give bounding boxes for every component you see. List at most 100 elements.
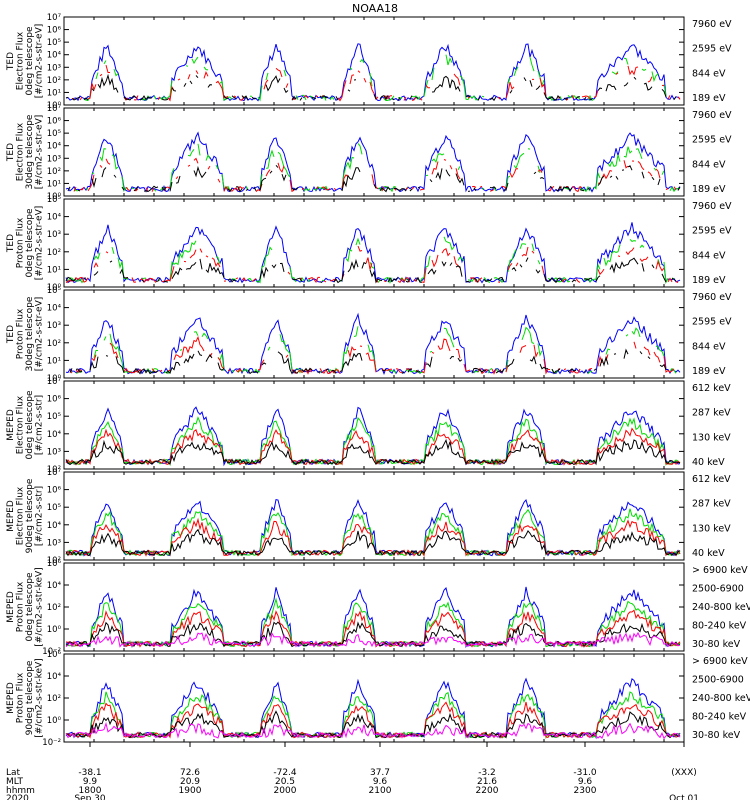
panel-frame bbox=[63, 107, 685, 197]
y-tick-label: 10⁶ bbox=[47, 26, 62, 36]
y-axis-label-line: MEPED bbox=[6, 591, 16, 623]
y-axis-label-line: Electron Flux bbox=[15, 31, 25, 90]
y-tick-label: 10⁵ bbox=[47, 503, 61, 513]
y-tick-label: 10⁰ bbox=[47, 283, 62, 293]
y-tick-label: 10⁰ bbox=[47, 374, 62, 384]
y-tick-label: 10⁻² bbox=[42, 647, 61, 657]
footer-row-label: MLT bbox=[6, 777, 24, 787]
y-tick-label: 10³ bbox=[47, 447, 61, 457]
y-tick-label: 10¹ bbox=[47, 356, 61, 366]
y-axis-label-line: Electron Flux bbox=[15, 486, 25, 545]
footer-mlt: 20.9 bbox=[180, 777, 200, 787]
legend-entry: 2500-6900 bbox=[692, 584, 744, 595]
legend-entry: 7960 eV bbox=[692, 201, 732, 212]
panel-frame bbox=[63, 198, 685, 288]
y-axis-label-line: [#/cm2-s-str-eV] bbox=[34, 115, 44, 190]
legend-entry: 287 keV bbox=[692, 408, 731, 419]
y-tick-label: 10⁷ bbox=[47, 468, 62, 478]
y-tick-label: 10⁵ bbox=[47, 286, 61, 296]
legend-entry: 844 eV bbox=[692, 68, 726, 79]
panel-frame bbox=[63, 471, 685, 561]
panel-frame bbox=[63, 16, 685, 106]
y-axis-label-line: 0deg telescope bbox=[25, 208, 35, 278]
y-tick-label: 10⁰ bbox=[47, 192, 62, 202]
legend-entry: 2500-6900 bbox=[692, 675, 744, 686]
y-tick-label: 10² bbox=[47, 603, 61, 613]
footer-date: Sep 30 bbox=[74, 794, 106, 800]
panel-frame bbox=[63, 289, 685, 379]
y-axis-label: MEPED Proton Flux 0deg telescope [#/cm2-s-s… bbox=[6, 567, 45, 646]
y-tick-label: 10⁴ bbox=[47, 581, 62, 591]
y-tick-label: 10³ bbox=[47, 230, 61, 240]
legend-entry: 7960 eV bbox=[692, 292, 732, 303]
series-trace bbox=[65, 245, 679, 284]
legend-entry: 80-240 keV bbox=[692, 621, 747, 632]
y-tick-label: 10⁰ bbox=[47, 625, 62, 635]
series-trace bbox=[84, 55, 678, 101]
series-trace bbox=[65, 597, 681, 648]
y-tick-label: 10² bbox=[47, 167, 61, 177]
y-tick-label: 10¹ bbox=[47, 88, 61, 98]
y-axis-label: TED Proton Flux 30deg telescope [#/cm2-s-st… bbox=[6, 296, 45, 371]
y-tick-label: 10⁶ bbox=[47, 117, 62, 127]
series-trace bbox=[70, 337, 680, 373]
legend-entry: 189 eV bbox=[692, 275, 726, 286]
y-tick-label: 10⁰ bbox=[47, 716, 62, 726]
series-trace bbox=[73, 143, 681, 193]
footer-row-label: Lat bbox=[6, 768, 21, 778]
series-trace bbox=[65, 528, 681, 557]
y-axis-label-line: 30deg telescope bbox=[25, 114, 35, 189]
series-trace bbox=[65, 312, 681, 375]
legend-entry: 240-800 keV bbox=[692, 602, 750, 613]
y-axis-label-line: [#/cm2-s-str-eV] bbox=[34, 297, 44, 372]
y-tick-label: 10³ bbox=[47, 63, 61, 73]
legend-entry: 130 keV bbox=[692, 523, 731, 534]
legend-entry: 2595 eV bbox=[692, 44, 732, 55]
legend-entry: 40 keV bbox=[692, 457, 725, 468]
legend-entry: 80-240 keV bbox=[692, 712, 747, 723]
series-trace bbox=[65, 131, 681, 193]
legend-entry: > 6900 keV bbox=[692, 565, 748, 576]
y-axis-label-line: [#/cm2-s-str-eV] bbox=[34, 206, 44, 281]
y-tick-label: 10⁵ bbox=[47, 195, 61, 205]
footer-hhmm: 2100 bbox=[369, 786, 392, 796]
footer-mlt: 9.6 bbox=[373, 777, 388, 787]
legend-entry: 2595 eV bbox=[692, 226, 732, 237]
series-trace bbox=[65, 498, 681, 557]
y-axis-label-line: 90deg telescope bbox=[25, 478, 35, 553]
y-tick-label: 10⁴ bbox=[47, 304, 62, 314]
footer-lat: 72.6 bbox=[180, 768, 200, 778]
y-tick-label: 10³ bbox=[47, 154, 61, 164]
y-tick-label: 10² bbox=[47, 465, 61, 475]
y-axis-label-line: MEPED bbox=[6, 409, 16, 441]
y-tick-label: 10⁴ bbox=[47, 672, 62, 682]
y-axis-label-line: Proton Flux bbox=[15, 672, 25, 723]
footer-hhmm: 2300 bbox=[574, 786, 597, 796]
series-trace bbox=[65, 721, 681, 740]
y-tick-label: 10² bbox=[47, 76, 61, 86]
legend-entry: 40 keV bbox=[692, 548, 725, 559]
legend-entry: 30-80 keV bbox=[692, 730, 741, 741]
y-axis-label-line: MEPED bbox=[6, 500, 16, 532]
y-tick-label: 10² bbox=[47, 339, 61, 349]
y-axis-label: MEPED Proton Flux 90deg telescope [#/cm2-s-… bbox=[6, 658, 45, 737]
legend-entry: 189 eV bbox=[692, 93, 726, 104]
footer-hhmm: 2200 bbox=[476, 786, 499, 796]
legend-entry: 2595 eV bbox=[692, 317, 732, 328]
footer-mlt: 20.5 bbox=[275, 777, 295, 787]
y-axis-label-line: Proton Flux bbox=[15, 308, 25, 359]
legend-entry: 287 keV bbox=[692, 499, 731, 510]
y-tick-label: 10⁴ bbox=[47, 142, 62, 152]
legend-entry: 2595 eV bbox=[692, 135, 732, 146]
legend-entry: 612 keV bbox=[692, 383, 731, 394]
y-axis-label-line: 90deg telescope bbox=[25, 660, 35, 735]
y-tick-label: 10⁴ bbox=[47, 430, 62, 440]
y-tick-label: 10⁷ bbox=[47, 104, 62, 114]
footer-row-label: 2020 bbox=[6, 794, 29, 800]
